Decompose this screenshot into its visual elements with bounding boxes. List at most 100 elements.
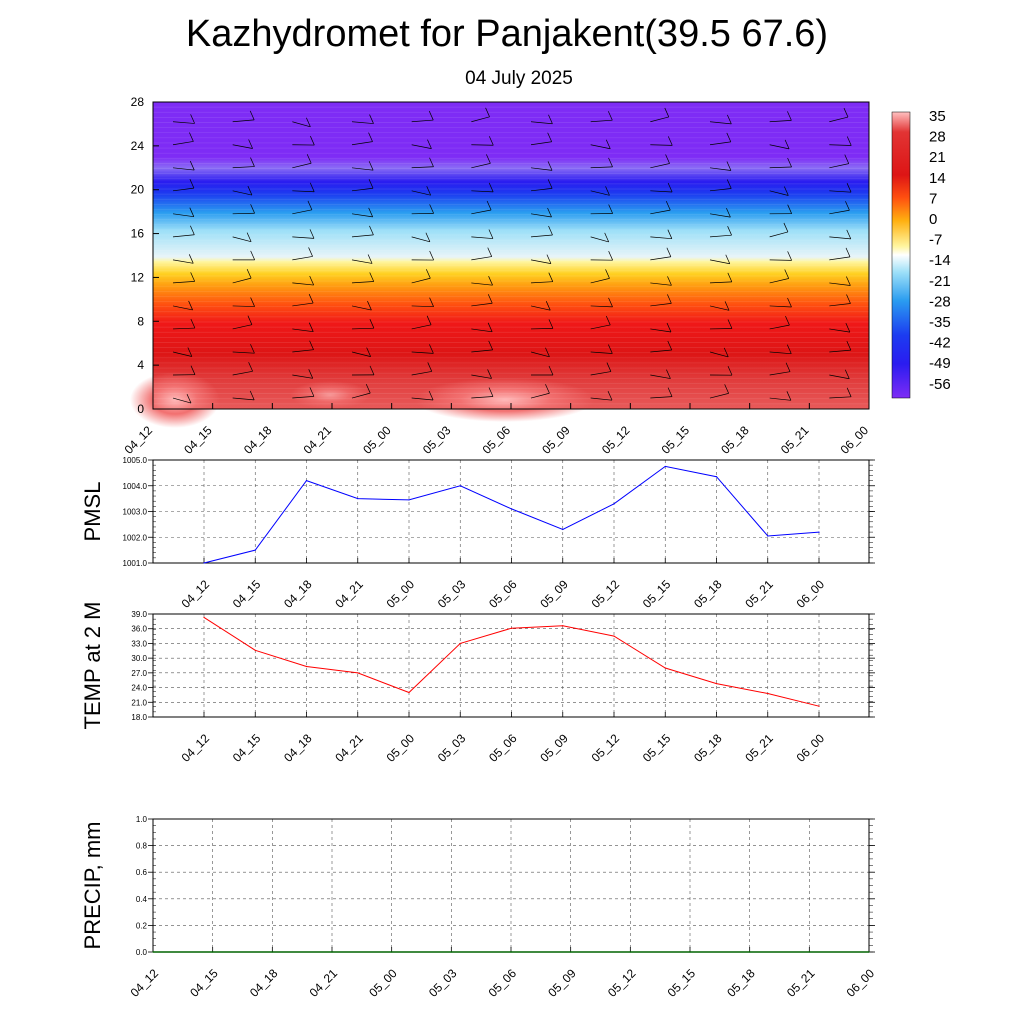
x-tick-label: 05_09 — [537, 577, 571, 611]
wind-barb — [769, 278, 789, 284]
wind-barb — [351, 305, 372, 311]
wind-barb — [769, 371, 791, 376]
wind-barb — [769, 351, 792, 355]
wind-barb — [172, 213, 194, 218]
wind-barb — [829, 256, 851, 261]
wind-barb — [769, 397, 791, 401]
wind-barb-flag — [727, 272, 733, 282]
wind-barb-flag — [724, 301, 730, 311]
wind-barb — [292, 256, 313, 261]
wind-barb-flag — [426, 315, 432, 325]
wind-barb-flag — [309, 340, 314, 350]
x-tick-label: 04_21 — [307, 966, 341, 1000]
x-tick-label: 06_00 — [844, 966, 878, 1000]
wind-barb — [769, 305, 792, 308]
series-point — [459, 485, 461, 487]
wind-barb — [351, 234, 374, 238]
wind-barb — [650, 116, 669, 123]
series-point — [562, 528, 564, 531]
wind-barb — [411, 324, 432, 330]
wind-barb-flag — [429, 250, 434, 261]
wind-barb-flag — [308, 369, 314, 379]
x-tick-label: 05_12 — [589, 577, 623, 611]
wind-barb — [590, 236, 609, 243]
wind-barb — [351, 259, 373, 264]
wind-barb — [590, 371, 611, 376]
series-point — [629, 951, 631, 953]
wind-barb — [530, 167, 553, 171]
colorbar-label: 14 — [929, 170, 946, 187]
wind-barb-flag — [787, 251, 792, 261]
wind-barb — [232, 166, 255, 169]
y-axis-label: PRECIP, mm — [80, 822, 105, 950]
wind-barb — [829, 144, 852, 146]
wind-barb-flag — [725, 254, 731, 264]
wind-barb — [650, 349, 672, 353]
colorbar-label: -28 — [929, 293, 951, 310]
wind-barb-flag — [186, 393, 192, 404]
series-point — [664, 465, 666, 468]
wind-barb — [829, 163, 849, 169]
x-tick-label: 05_18 — [718, 423, 752, 457]
colorbar-label: 35 — [929, 108, 946, 125]
wind-barb — [172, 305, 193, 311]
x-tick-label: 05_21 — [778, 423, 812, 457]
wind-barb — [471, 163, 491, 169]
wind-barb — [829, 236, 851, 240]
wind-barb-flag — [188, 254, 194, 264]
x-tick-label: 04_18 — [247, 966, 281, 1000]
wind-barb — [292, 209, 313, 215]
series-point — [203, 616, 205, 619]
x-tick-label: 06_00 — [838, 423, 872, 457]
x-tick-label: 05_15 — [659, 423, 693, 457]
series-point — [570, 951, 572, 953]
wind-barb — [411, 166, 434, 169]
wind-barb-flag — [248, 139, 253, 149]
series-point — [459, 642, 461, 645]
wind-barb — [709, 305, 730, 311]
wind-barb — [650, 163, 670, 169]
wind-barb-flag — [786, 391, 792, 401]
wind-barb-flag — [844, 369, 850, 379]
wind-barb — [590, 190, 610, 196]
wind-barb-flag — [545, 347, 550, 357]
colorbar-label: 7 — [929, 190, 937, 207]
wind-barb-flag — [367, 300, 372, 311]
wind-barb-flag — [667, 136, 673, 146]
series-point — [767, 692, 769, 695]
wind-barb-flag — [547, 207, 552, 218]
wind-barb — [471, 349, 493, 353]
colorbar-label: -35 — [929, 314, 951, 331]
wind-barb-flag — [249, 110, 255, 121]
wind-barb-flag — [665, 200, 671, 211]
wind-barb-flag — [545, 384, 550, 394]
chart-subtitle: 04 July 2025 — [465, 68, 573, 89]
x-tick-label: 05_21 — [742, 577, 776, 611]
x-tick-label: 05_18 — [691, 731, 725, 765]
wind-barb — [471, 396, 494, 399]
y-tick-label: 0.0 — [136, 948, 148, 957]
y-tick-label: 33.0 — [131, 639, 147, 648]
wind-barb-flag — [605, 269, 610, 279]
wind-barb — [351, 121, 374, 124]
series-point — [331, 951, 333, 953]
wind-barb-flag — [365, 383, 371, 394]
wind-barb — [232, 190, 252, 196]
wind-barb-flag — [187, 347, 193, 357]
series-point — [808, 951, 810, 953]
wind-barb — [590, 119, 613, 123]
wind-barb-flag — [250, 344, 255, 354]
wind-barb-flag — [428, 110, 434, 121]
wind-barb-flag — [189, 178, 195, 189]
wind-barb — [471, 190, 494, 193]
y-tick-label: 12 — [131, 270, 145, 284]
wind-barb-flag — [190, 114, 195, 124]
wind-barb — [530, 327, 553, 330]
y-axis-label: TEMP at 2 M — [80, 602, 105, 730]
wind-barb-flag — [488, 276, 493, 286]
x-tick-label: 05_03 — [426, 966, 460, 1000]
wind-barb-flag — [846, 229, 852, 239]
wind-barb — [292, 121, 311, 128]
series-point — [408, 691, 410, 694]
wind-barb-flag — [369, 114, 374, 124]
